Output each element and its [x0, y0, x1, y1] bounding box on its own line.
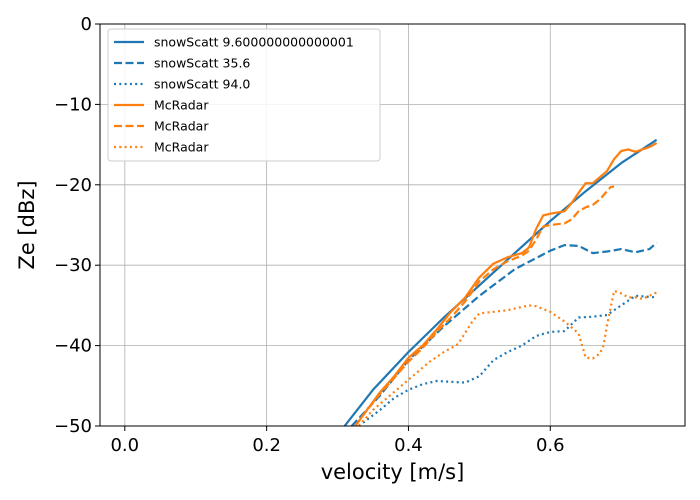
legend-label-4: McRadar — [154, 98, 209, 113]
y-tick-label: −50 — [54, 416, 92, 437]
series-group — [343, 138, 658, 426]
y-tick-label: 0 — [81, 14, 92, 35]
y-tick-label: −40 — [54, 336, 92, 357]
legend-label-3: snowScatt 94.0 — [154, 77, 250, 92]
series-line-6 — [357, 289, 658, 426]
series-line-2 — [350, 241, 658, 426]
x-axis-label: velocity [m/s] — [321, 460, 465, 484]
y-tick-label: −10 — [54, 94, 92, 115]
legend-box — [107, 28, 381, 162]
x-tick-label: 0.0 — [110, 435, 139, 456]
legend-label-1: snowScatt 9.600000000000001 — [154, 35, 354, 50]
x-tick-label: 0.6 — [536, 435, 565, 456]
y-tick-label: −30 — [54, 255, 92, 276]
legend-label-5: McRadar — [154, 119, 209, 134]
legend: snowScatt 9.600000000000001 snowScatt 35.… — [107, 28, 381, 162]
y-axis-label: Ze [dBz] — [15, 180, 39, 269]
x-tick-label: 0.2 — [252, 435, 281, 456]
plot-frame — [99, 23, 686, 427]
series-line-5 — [354, 185, 615, 426]
series-line-4 — [354, 142, 658, 426]
legend-label-2: snowScatt 35.6 — [154, 56, 250, 71]
axis-ticks: 0.0 0.2 0.4 0.6 0 −10 −20 −30 −40 −50 — [54, 14, 565, 456]
series-lines — [343, 138, 658, 426]
x-tick-label: 0.4 — [394, 435, 423, 456]
legend-label-6: McRadar — [154, 140, 209, 155]
series-line-1 — [343, 138, 658, 426]
y-tick-label: −20 — [54, 175, 92, 196]
